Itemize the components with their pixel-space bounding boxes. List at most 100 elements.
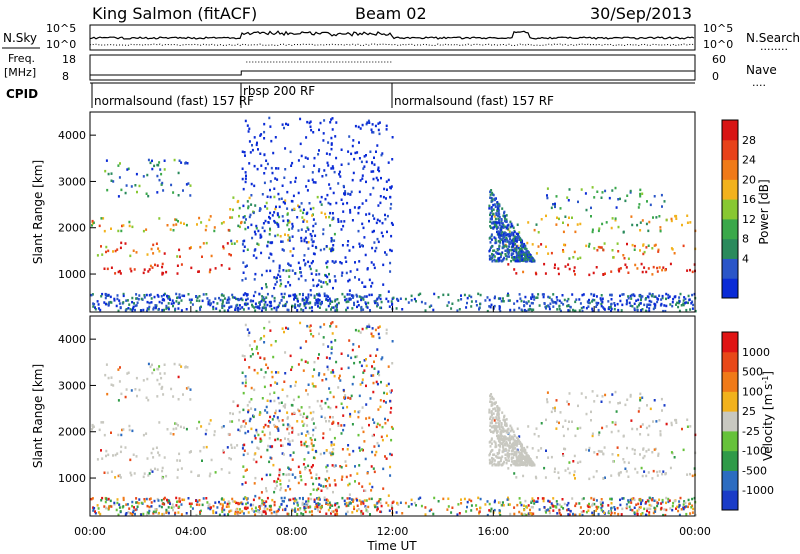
velocity-cell xyxy=(368,497,371,501)
velocity-cell xyxy=(688,502,691,506)
velocity-cell xyxy=(265,489,268,493)
velocity-cell xyxy=(212,504,215,508)
velocity-cell xyxy=(529,511,532,515)
power-cell xyxy=(520,299,523,303)
nsearch-trace xyxy=(89,43,695,47)
power-cell xyxy=(550,251,553,255)
velocity-cell xyxy=(497,436,500,439)
power-cell xyxy=(359,127,362,130)
velocity-cell xyxy=(130,473,133,477)
velocity-cell xyxy=(502,444,504,447)
velocity-cell xyxy=(499,501,502,504)
power-cell xyxy=(299,303,302,306)
velocity-cell xyxy=(273,480,276,483)
velocity-cell xyxy=(346,510,349,514)
power-cell xyxy=(158,217,161,220)
velocity-cell xyxy=(278,468,281,471)
velocity-cell xyxy=(332,395,335,399)
velocity-cell xyxy=(523,448,526,451)
power-cell xyxy=(626,242,628,246)
velocity-cell xyxy=(548,509,551,512)
power-cell xyxy=(158,307,160,311)
power-cell xyxy=(285,122,287,126)
power-cell xyxy=(280,197,283,200)
velocity-cell xyxy=(283,380,286,383)
velocity-cell xyxy=(322,436,325,440)
velocity-cell xyxy=(501,462,504,466)
velocity-cell xyxy=(329,325,332,328)
power-cell xyxy=(260,251,263,255)
velocity-cell xyxy=(661,409,663,412)
power-cell xyxy=(183,222,185,225)
power-cell xyxy=(647,229,650,233)
velocity-cell xyxy=(291,429,294,432)
velocity-cell xyxy=(556,512,559,515)
power-cell xyxy=(303,304,306,307)
velocity-cell xyxy=(366,325,369,328)
velocity-cell xyxy=(312,428,315,432)
power-cell xyxy=(291,225,294,228)
power-cell xyxy=(333,170,336,174)
velocity-cell xyxy=(326,469,329,473)
velocity-cell xyxy=(119,476,122,479)
power-cell xyxy=(541,293,544,296)
power-cell xyxy=(332,286,334,290)
power-cell xyxy=(358,206,361,209)
velocity-cell xyxy=(271,445,274,448)
power-cell xyxy=(310,234,313,238)
power-cell xyxy=(257,229,260,233)
power-cell xyxy=(352,294,355,298)
velocity-cell xyxy=(490,410,493,413)
velocity-cell xyxy=(502,435,505,439)
velocity-cell xyxy=(638,407,641,410)
power-cell xyxy=(132,249,135,252)
power-cell xyxy=(365,122,368,126)
colorbar-swatch xyxy=(722,351,738,373)
velocity-cell xyxy=(227,513,230,516)
velocity-cell xyxy=(647,448,650,451)
velocity-cell xyxy=(132,511,134,514)
power-cell xyxy=(90,293,93,297)
velocity-cell xyxy=(595,499,598,502)
power-cell xyxy=(372,186,375,190)
velocity-cell xyxy=(460,502,463,505)
velocity-cell xyxy=(347,483,350,487)
power-cell xyxy=(294,306,297,309)
velocity-cell xyxy=(683,506,686,509)
power-cell xyxy=(323,119,326,122)
power-cell xyxy=(219,298,222,302)
velocity-cell xyxy=(361,500,364,503)
velocity-cell xyxy=(515,456,518,459)
velocity-cell xyxy=(505,449,508,452)
power-cell xyxy=(491,191,494,195)
power-cell xyxy=(256,306,259,309)
power-cell xyxy=(595,295,598,298)
power-cell xyxy=(561,294,564,297)
power-cell xyxy=(330,237,333,240)
power-cell xyxy=(640,309,643,312)
x-tick-label: 16:00 xyxy=(477,525,509,538)
velocity-cell xyxy=(547,499,550,503)
velocity-cell xyxy=(389,399,392,403)
velocity-cell xyxy=(309,329,312,332)
power-cell xyxy=(381,152,384,155)
velocity-cell xyxy=(678,504,681,507)
power-cell xyxy=(134,304,137,308)
velocity-cell xyxy=(353,507,356,511)
power-cell xyxy=(323,292,326,295)
power-cell xyxy=(105,245,108,249)
velocity-cell xyxy=(518,510,521,514)
power-cell xyxy=(242,293,245,297)
velocity-cell xyxy=(649,407,652,411)
power-cell xyxy=(555,195,558,198)
power-cell xyxy=(113,297,116,301)
velocity-cell xyxy=(98,428,101,432)
velocity-cell xyxy=(105,363,108,366)
velocity-cell xyxy=(524,450,527,454)
velocity-cell xyxy=(244,431,247,435)
power-cell xyxy=(174,218,177,221)
velocity-cell xyxy=(275,409,277,413)
velocity-cell xyxy=(359,449,361,452)
velocity-cell xyxy=(495,425,498,428)
power-cell xyxy=(503,211,505,215)
